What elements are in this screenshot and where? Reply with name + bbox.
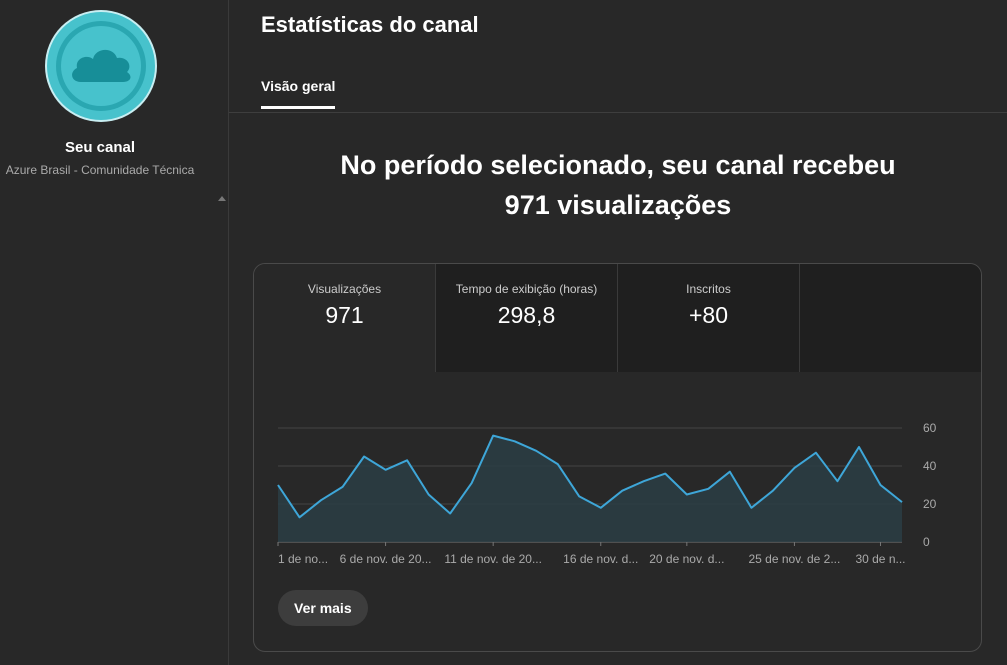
series-line: [277, 434, 903, 519]
metric-watch-time[interactable]: Tempo de exibição (horas) 298,8: [436, 264, 618, 372]
summary-headline: No período selecionado, seu canal recebe…: [229, 145, 1007, 225]
metric-empty[interactable]: [800, 264, 981, 372]
x-tick-label: 25 de nov. de 2...: [748, 552, 840, 566]
avatar[interactable]: [45, 10, 157, 122]
area-fill: [278, 435, 902, 542]
summary-line-2: 971 visualizações: [504, 190, 732, 220]
y-tick-label: 20: [923, 497, 937, 511]
page-title: Estatísticas do canal: [261, 12, 479, 37]
metric-value: 298,8: [497, 302, 556, 328]
sidebar-title: Seu canal: [64, 139, 136, 156]
x-tick-label: 1 de no...: [278, 552, 328, 566]
metric-label: Visualizações: [307, 282, 382, 296]
metric-value: 971: [325, 302, 364, 328]
sidebar: Seu canal Azure Brasil - Comunidade Técn…: [0, 0, 229, 665]
summary-line-1: No período selecionado, seu canal recebe…: [340, 150, 896, 180]
cloud-icon: [72, 49, 131, 82]
x-tick-label: 16 de nov. d...: [563, 552, 638, 566]
tab-overview[interactable]: Visão geral: [261, 78, 336, 109]
x-tick-label: 30 de n...: [855, 552, 905, 566]
metric-label: Tempo de exibição (horas): [455, 282, 598, 296]
metric-label: Inscritos: [686, 282, 731, 296]
x-tick-label: 20 de nov. d...: [649, 552, 724, 566]
y-tick-label: 60: [923, 421, 937, 435]
see-more-button[interactable]: Ver mais: [278, 590, 368, 626]
y-tick-label: 40: [923, 459, 937, 473]
views-chart[interactable]: 0 20 40 60 1 de no... 6 de nov. de 20... 11 de…: [254, 372, 981, 602]
stats-card: Visualizações 971 Tempo de exibição (hor…: [253, 263, 982, 652]
tab-bar: Visão geral: [229, 66, 1007, 113]
channel-name: Azure Brasil - Comunidade Técnica: [5, 163, 195, 177]
metric-subscribers[interactable]: Inscritos +80: [618, 264, 800, 372]
scroll-up-arrow-icon[interactable]: [218, 196, 226, 201]
x-tick-label: 6 de nov. de 20...: [340, 552, 432, 566]
x-tick-label: 11 de nov. de 20...: [444, 552, 542, 566]
main-panel: Estatísticas do canal Visão geral No per…: [229, 0, 1007, 665]
y-tick-label: 0: [923, 535, 930, 549]
metric-views[interactable]: Visualizações 971: [254, 264, 436, 372]
metric-value: +80: [688, 302, 728, 328]
